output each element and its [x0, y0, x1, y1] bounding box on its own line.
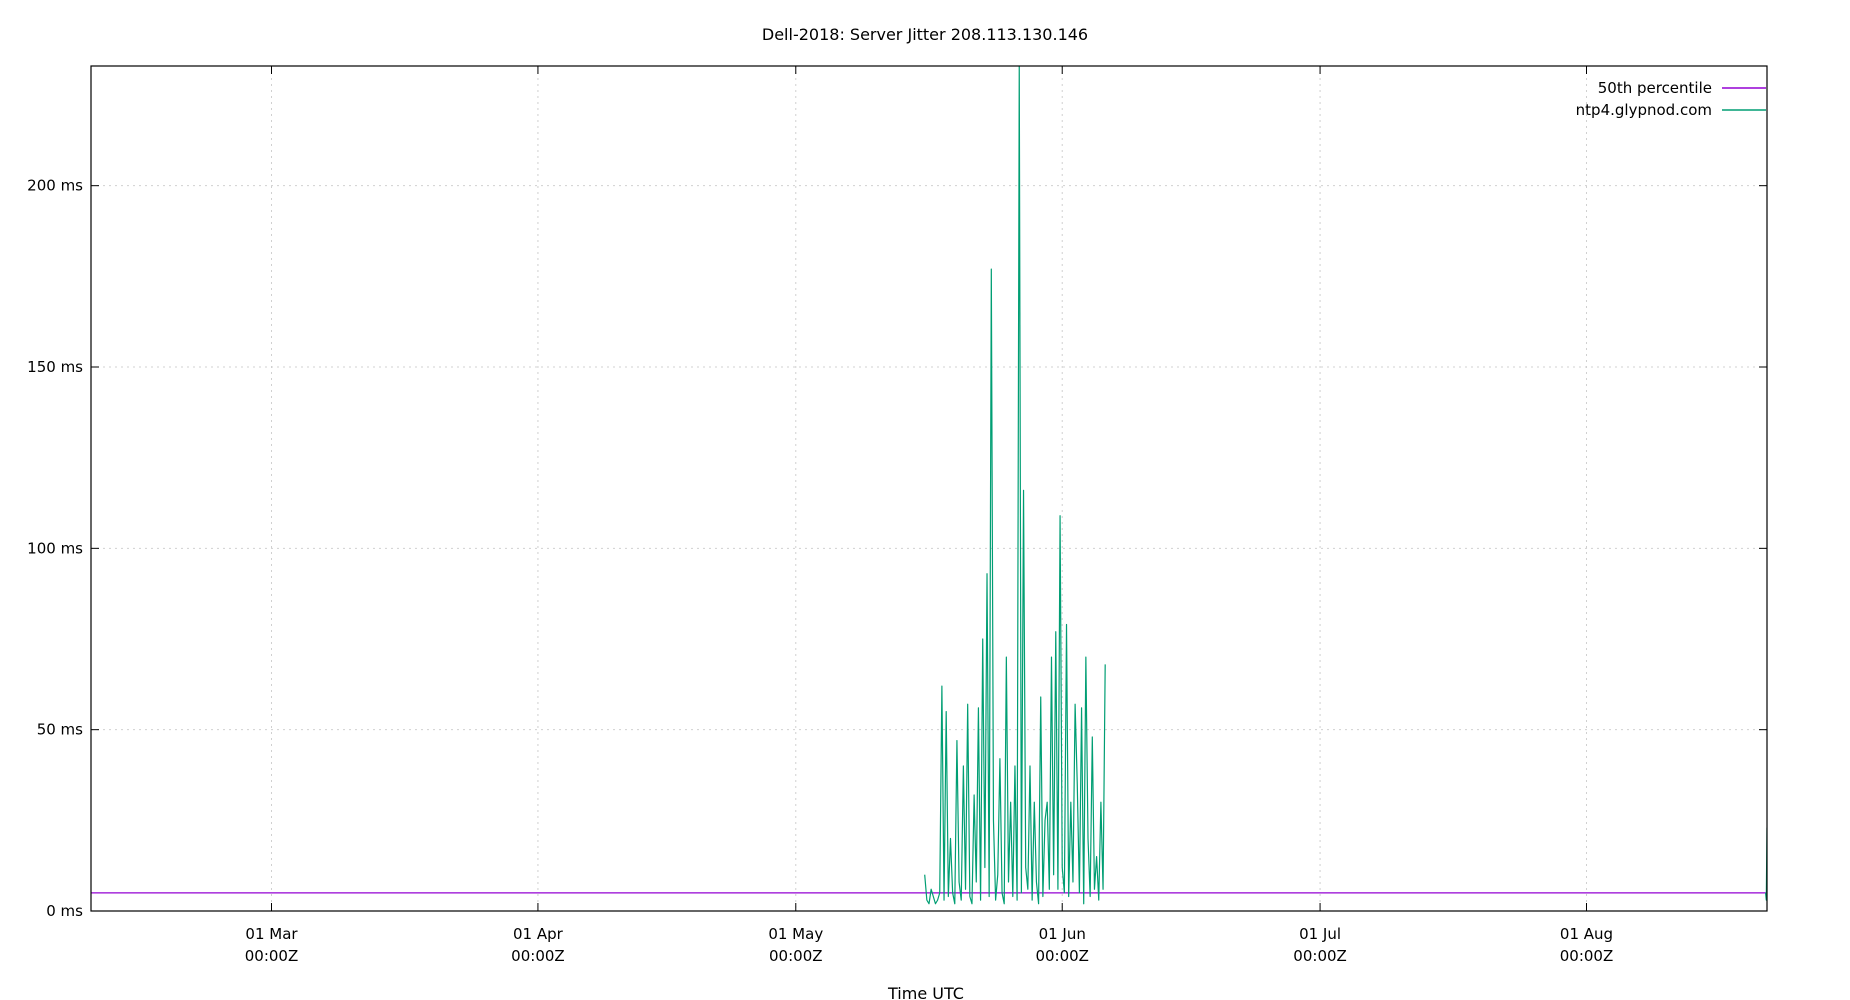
grid-layer [91, 66, 1767, 911]
x-tick-sublabel: 00:00Z [1293, 947, 1347, 965]
x-axis-label: Time UTC [887, 984, 964, 1000]
x-tick-sublabel: 00:00Z [245, 947, 299, 965]
series-line-jitter [924, 66, 1106, 905]
x-tick-sublabel: 00:00Z [1035, 947, 1089, 965]
y-tick-label: 150 ms [27, 358, 83, 376]
series-layer [91, 66, 1767, 905]
x-tick-label: 01 May [768, 925, 823, 943]
legend-label: 50th percentile [1598, 79, 1712, 97]
x-tick-label: 01 Apr [513, 925, 564, 943]
x-tick-label: 01 Mar [245, 925, 298, 943]
x-tick-sublabel: 00:00Z [511, 947, 565, 965]
y-tick-label: 200 ms [27, 177, 83, 195]
chart-title: Dell-2018: Server Jitter 208.113.130.146 [762, 25, 1088, 44]
legend-label: ntp4.glypnod.com [1576, 101, 1712, 119]
x-tick-sublabel: 00:00Z [1560, 947, 1614, 965]
y-tick-label: 50 ms [37, 721, 83, 739]
ticks-layer: 0 ms 50 ms 100 ms 150 ms 200 ms 01 Mar 00:00Z 0… [27, 66, 1767, 965]
plot-frame [90, 65, 1768, 912]
x-tick-label: 01 Jul [1299, 925, 1341, 943]
x-tick-label: 01 Aug [1560, 925, 1613, 943]
y-tick-label: 0 ms [46, 902, 83, 920]
y-tick-label: 100 ms [27, 539, 83, 557]
legend: 50th percentile ntp4.glypnod.com [1576, 79, 1766, 119]
x-tick-sublabel: 00:00Z [769, 947, 823, 965]
x-tick-label: 01 Jun [1039, 925, 1086, 943]
